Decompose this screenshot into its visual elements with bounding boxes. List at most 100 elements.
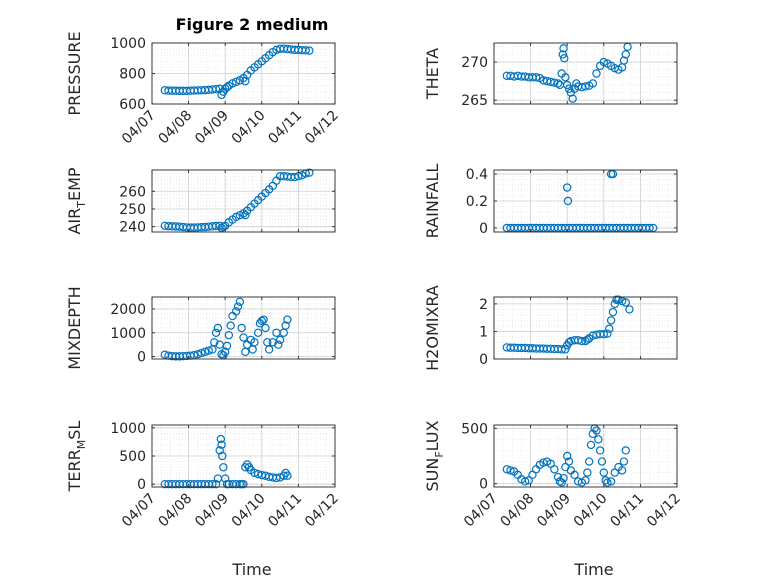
y-axis-label-subscript: M	[75, 440, 88, 450]
data-point	[211, 328, 221, 337]
data-point	[625, 305, 634, 314]
data-point	[235, 297, 245, 306]
y-axis-label: THETA	[423, 48, 442, 100]
x-tick-label: 04/11	[265, 491, 305, 531]
data-point	[531, 73, 541, 82]
data-point	[563, 196, 573, 206]
data-point	[599, 57, 609, 67]
data-point	[283, 315, 292, 324]
data-point	[563, 451, 572, 461]
data-point	[550, 78, 559, 87]
axes-box	[493, 42, 678, 105]
data-point	[606, 477, 616, 486]
y-tick-label: 1000	[110, 421, 146, 437]
data-point	[563, 80, 572, 90]
y-tick-label: 500	[461, 421, 488, 437]
x-axis-label-left: Time	[231, 560, 271, 579]
data-point	[215, 221, 224, 230]
data-point	[605, 324, 614, 333]
subplot-3: 240 250 260 AIRTEMP	[65, 167, 336, 236]
data-point	[220, 347, 230, 357]
data-point	[237, 323, 246, 333]
y-tick-label: 270	[461, 55, 488, 71]
data-point	[614, 295, 623, 304]
data-point	[217, 440, 226, 449]
data-point	[621, 446, 630, 455]
x-tick-label: 04/12	[302, 491, 342, 531]
data-point	[550, 465, 559, 474]
axes-box	[151, 296, 336, 360]
x-tick-label: 04/12	[644, 491, 684, 531]
data-point	[211, 479, 221, 489]
y-tick-label: 260	[119, 184, 146, 200]
y-tick-label: 2	[479, 297, 488, 313]
data-point	[595, 446, 605, 455]
data-point	[211, 84, 221, 94]
y-tick-label: 1	[479, 324, 488, 340]
data-point	[577, 336, 587, 346]
data-point	[268, 338, 277, 347]
x-tick-label: 04/07	[461, 491, 501, 531]
x-tick-label: 04/08	[156, 491, 196, 531]
data-point	[231, 77, 241, 87]
data-point	[584, 457, 594, 466]
data-point	[561, 345, 570, 354]
data-point	[520, 477, 530, 486]
data-point	[597, 457, 607, 466]
y-axis-label: AIRTEMP	[65, 167, 88, 234]
data-point	[200, 347, 210, 357]
axes-box	[493, 296, 678, 360]
data-point	[261, 323, 270, 333]
data-point	[506, 466, 515, 475]
data-point	[553, 79, 563, 88]
data-point	[204, 346, 213, 355]
data-point	[599, 330, 609, 339]
data-point	[619, 457, 629, 466]
data-point	[208, 479, 217, 489]
axes-box	[151, 169, 336, 233]
y-tick-label: 2000	[110, 302, 146, 318]
data-point	[231, 307, 241, 316]
data-point	[601, 476, 610, 485]
data-series	[502, 295, 634, 354]
data-point	[559, 473, 568, 483]
data-point	[213, 323, 223, 333]
y-tick-label: 240	[119, 220, 146, 236]
data-point	[564, 457, 574, 466]
data-point	[250, 338, 259, 347]
y-axis-label: TERRMSL	[65, 421, 88, 493]
y-axis-label: MIXDEPTH	[65, 286, 84, 369]
data-point	[241, 210, 250, 220]
y-tick-label: 0.4	[466, 167, 488, 183]
figure-title: Figure 2 medium	[176, 15, 329, 34]
data-point	[559, 44, 568, 53]
y-axis-label-subscript: F	[433, 451, 446, 457]
data-point	[224, 330, 234, 340]
data-point	[557, 345, 566, 354]
data-series	[160, 44, 314, 100]
x-axis-label-right: Time	[573, 560, 613, 579]
data-point	[216, 434, 226, 444]
x-tick-label: 04/07	[119, 491, 159, 531]
data-point	[250, 468, 259, 478]
data-point	[305, 168, 314, 177]
subplot-6: 0 1 2 H2OMIXRA	[423, 285, 678, 371]
x-tick-label: 04/10	[571, 491, 611, 531]
y-tick-label: 0.2	[466, 194, 488, 210]
subplot-1: 600 800 1000 04/0704/0804/0904/1004/1104/12…	[65, 31, 342, 147]
data-series	[502, 424, 630, 487]
data-point	[581, 476, 590, 485]
data-point	[557, 478, 566, 487]
x-tick-label: 04/11	[265, 108, 305, 148]
data-point	[193, 350, 202, 359]
data-point	[239, 333, 248, 342]
y-axis-label-rest: SL	[65, 421, 84, 440]
y-axis-label-rest: EMP	[65, 167, 84, 201]
data-point	[617, 466, 627, 475]
x-tick-label: 04/11	[607, 491, 647, 531]
data-point	[502, 465, 512, 474]
data-point	[592, 69, 601, 78]
data-point	[560, 54, 569, 63]
